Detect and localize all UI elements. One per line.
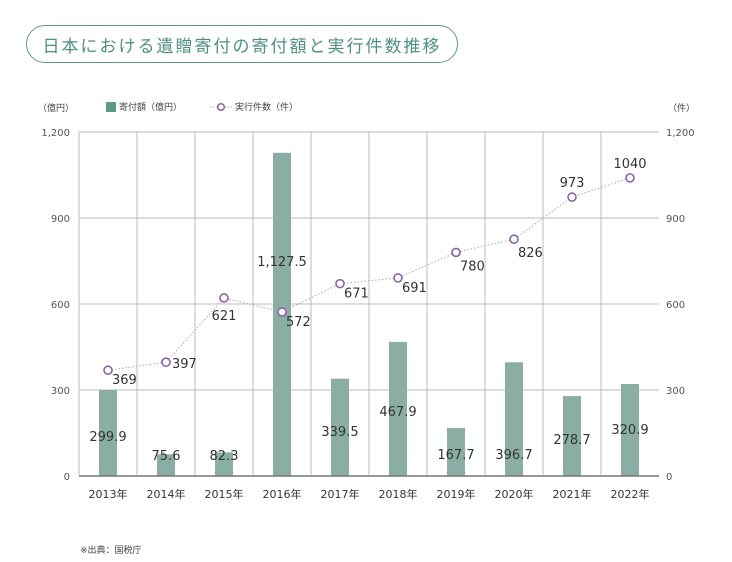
count-marker-2019年	[451, 247, 461, 258]
bar-2019年	[447, 427, 465, 476]
count-value-label: 826	[518, 246, 543, 261]
count-value-label: 369	[112, 373, 137, 388]
count-value-label: 973	[560, 176, 585, 191]
count-marker-2018年	[393, 273, 403, 283]
count-value-label: 572	[286, 315, 311, 330]
left-tick-label: 1,200	[41, 128, 70, 139]
x-tick-label: 2018年	[379, 487, 418, 501]
bar-2022年	[621, 384, 639, 476]
right-tick-label: 300	[666, 386, 685, 397]
chart-title: 日本における遺贈寄付の寄付額と実行件数推移	[26, 25, 458, 63]
left-tick-label: 600	[51, 300, 70, 311]
x-tick-label: 2021年	[553, 487, 592, 501]
count-line	[107, 177, 631, 371]
count-marker-2015年	[219, 293, 229, 303]
left-tick-label: 300	[51, 386, 70, 397]
right-tick-label: 600	[666, 300, 685, 311]
legend-item-amount: 寄付額（億円）	[106, 100, 182, 113]
count-marker-2013年	[103, 365, 113, 376]
bar-value-label: 467.9	[379, 405, 416, 420]
count-value-label: 691	[402, 281, 427, 296]
source-note: ※出典：国税庁	[80, 546, 142, 556]
legend-bar-swatch	[106, 101, 116, 112]
x-tick-label: 2016年	[263, 487, 302, 501]
bar-2017年	[331, 378, 349, 476]
bar-2021年	[563, 396, 581, 476]
bar-2013年	[99, 390, 117, 476]
bar-2018年	[389, 341, 407, 476]
x-tick-label: 2022年	[611, 487, 650, 501]
left-axis-label: （億円）	[38, 104, 75, 114]
bar-value-label: 299.9	[89, 430, 126, 445]
x-tick-label: 2014年	[147, 487, 186, 501]
bar-2014年	[157, 454, 175, 476]
legend-item-count: 実行件数（件）	[210, 100, 298, 113]
count-marker-2014年	[161, 357, 171, 367]
count-marker-2021年	[567, 192, 577, 202]
legend-label-count: 実行件数（件）	[235, 103, 299, 113]
count-marker-2020年	[509, 234, 519, 245]
legend-label-amount: 寄付額（億円）	[119, 103, 183, 113]
bar-value-label: 75.6	[152, 449, 181, 464]
bar-value-label: 320.9	[611, 423, 648, 438]
right-tick-label: 1,200	[666, 128, 695, 139]
x-tick-label: 2013年	[89, 487, 128, 501]
count-marker-2016年	[277, 307, 287, 317]
right-tick-label: 900	[666, 214, 685, 225]
right-axis-label: （件）	[668, 104, 696, 114]
x-tick-label: 2019年	[437, 487, 476, 501]
count-value-label: 1040	[613, 157, 646, 172]
legend: 寄付額（億円） 実行件数（件）	[106, 100, 320, 113]
right-tick-label: 0	[666, 472, 672, 483]
count-value-label: 621	[212, 309, 237, 324]
count-value-label: 397	[172, 357, 197, 372]
count-marker-2022年	[625, 173, 635, 183]
x-tick-label: 2015年	[205, 487, 244, 501]
bar-value-label: 82.3	[210, 449, 239, 464]
bar-2015年	[215, 452, 233, 476]
x-tick-label: 2020年	[495, 487, 534, 501]
count-value-label: 671	[344, 287, 369, 302]
bar-value-label: 396.7	[495, 448, 532, 463]
legend-line-swatch	[210, 102, 233, 111]
bar-value-label: 167.7	[437, 448, 474, 463]
bar-2020年	[505, 362, 523, 476]
x-tick-label: 2017年	[321, 487, 360, 501]
bar-value-label: 339.5	[321, 425, 358, 440]
left-tick-label: 0	[64, 472, 70, 483]
bar-value-label: 1,127.5	[257, 255, 307, 270]
bar-value-label: 278.7	[553, 433, 590, 448]
count-value-label: 780	[460, 259, 485, 274]
count-marker-2017年	[335, 278, 345, 289]
left-tick-label: 900	[51, 214, 70, 225]
